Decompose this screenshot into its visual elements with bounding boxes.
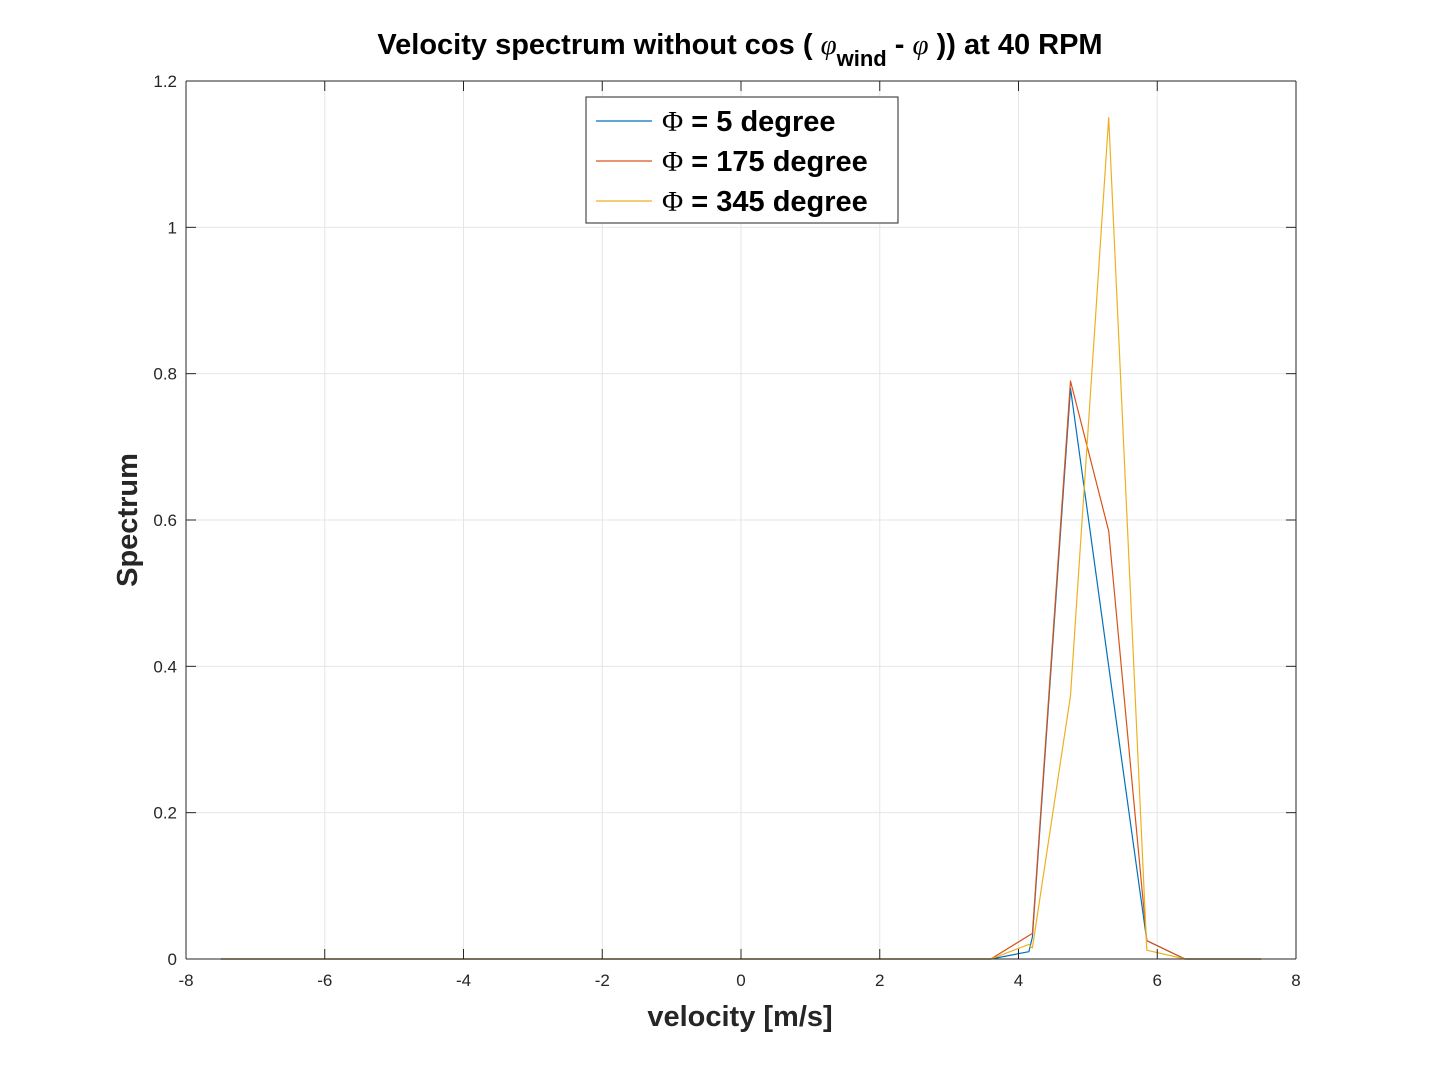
legend-phi-symbol: Φ	[662, 146, 683, 178]
x-tick-label: 4	[1014, 971, 1023, 990]
x-axis-title: velocity [m/s]	[647, 1001, 832, 1033]
title-suffix: )) at 40 RPM	[929, 29, 1103, 61]
legend-label-3: Φ = 345 degree	[662, 186, 868, 218]
x-tick-label: -2	[595, 971, 610, 990]
legend-box	[585, 96, 899, 224]
y-tick-label: 0	[168, 950, 177, 969]
title-phi-symbol-2: φ	[913, 29, 929, 61]
y-tick-label: 0.4	[153, 657, 177, 676]
x-tick-label: 8	[1291, 971, 1300, 990]
y-tick-label: 0.2	[153, 804, 177, 823]
y-tick-labels: 0 0.2 0.4 0.6 0.8 1 1.2	[153, 72, 177, 969]
title-prefix: Velocity spectrum without cos (	[377, 29, 820, 61]
chart-title: Velocity spectrum without cos ( φwind - …	[377, 29, 1102, 71]
title-middle: -	[887, 29, 913, 61]
x-tick-labels: -8 -6 -4 -2 0 2 4 6 8	[178, 971, 1300, 990]
x-tick-label: -8	[178, 971, 193, 990]
x-tick-label: 2	[875, 971, 884, 990]
x-tick-label: -4	[456, 971, 471, 990]
legend-phi-symbol: Φ	[662, 186, 683, 218]
title-subscript: wind	[836, 46, 887, 71]
x-tick-label: 6	[1153, 971, 1162, 990]
y-tick-label: 0.6	[153, 511, 177, 530]
series-line-2	[220, 380, 1262, 960]
y-tick-label: 0.8	[153, 365, 177, 384]
y-tick-label: 1.2	[153, 72, 177, 91]
y-axis-title: Spectrum	[112, 453, 144, 587]
legend-phi-symbol: Φ	[662, 106, 683, 138]
x-tick-label: 0	[736, 971, 745, 990]
legend-label-text: = 175 degree	[683, 146, 868, 178]
legend-label-text: = 345 degree	[683, 186, 868, 218]
legend-label-text: = 5 degree	[683, 106, 835, 138]
y-tick-label: 1	[168, 218, 177, 237]
legend-label-1: Φ = 5 degree	[662, 106, 836, 138]
series-group	[220, 117, 1262, 960]
title-phi-symbol: φ	[821, 29, 837, 61]
series-line-3	[220, 117, 1262, 960]
axes	[185, 80, 1297, 960]
x-tick-label: -6	[317, 971, 332, 990]
legend-label-2: Φ = 175 degree	[662, 146, 868, 178]
